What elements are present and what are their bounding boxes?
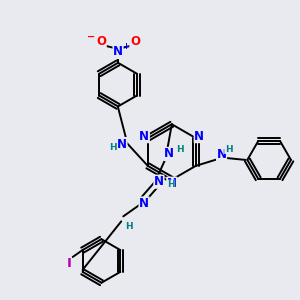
Text: O: O: [96, 34, 106, 47]
Text: N: N: [113, 45, 123, 58]
Text: N: N: [154, 175, 164, 188]
Text: N: N: [139, 130, 149, 142]
Text: +: +: [122, 43, 130, 52]
Text: O: O: [130, 34, 140, 47]
Text: I: I: [66, 257, 71, 270]
Text: N: N: [217, 148, 226, 161]
Text: N: N: [167, 177, 177, 190]
Text: N: N: [139, 197, 149, 210]
Text: N: N: [194, 130, 204, 142]
Text: N: N: [164, 148, 174, 160]
Text: H: H: [125, 222, 133, 231]
Text: H: H: [176, 146, 184, 154]
Text: N: N: [117, 138, 127, 151]
Text: H: H: [167, 180, 175, 189]
Text: −: −: [87, 32, 95, 42]
Text: H: H: [109, 142, 117, 152]
Text: H: H: [225, 145, 232, 154]
